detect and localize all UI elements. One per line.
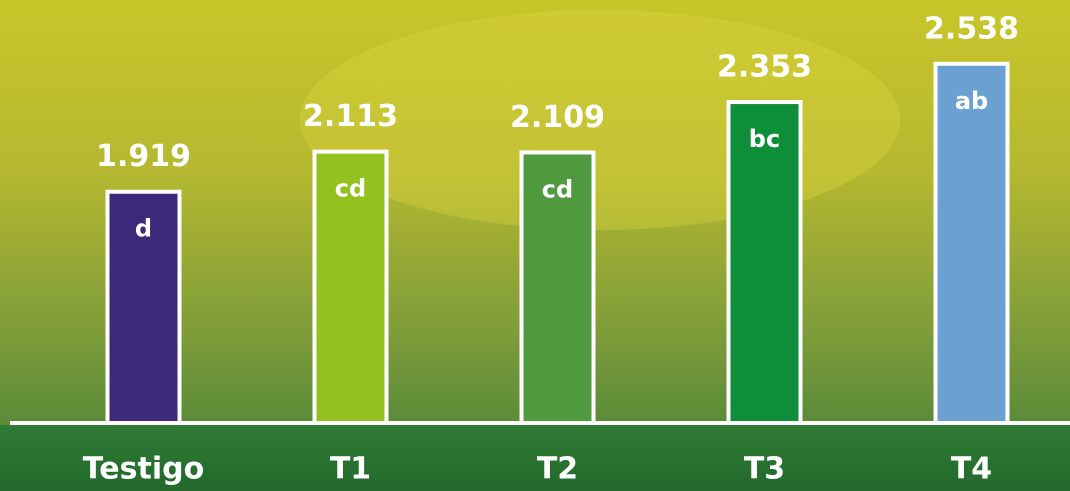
x-tick-label: T4 bbox=[951, 452, 992, 487]
significance-letter: bc bbox=[749, 125, 780, 153]
significance-letter: cd bbox=[542, 175, 573, 203]
x-tick-label: T2 bbox=[537, 452, 578, 487]
significance-letter: cd bbox=[335, 175, 366, 203]
value-label: 2.538 bbox=[924, 11, 1019, 46]
value-label: 2.353 bbox=[717, 50, 812, 85]
significance-letter: d bbox=[135, 215, 152, 243]
x-tick-label: Testigo bbox=[83, 452, 204, 487]
x-tick-label: T1 bbox=[330, 452, 371, 487]
bar bbox=[936, 64, 1008, 423]
value-label: 2.113 bbox=[303, 99, 398, 134]
value-label: 2.109 bbox=[510, 100, 605, 135]
x-tick-label: T3 bbox=[744, 452, 785, 487]
chart: 1.919 d Testigo 2.113 cd T1 2.109 cd T2 2.353 bc T3… bbox=[0, 0, 1070, 491]
value-label: 1.919 bbox=[96, 139, 191, 174]
significance-letter: ab bbox=[955, 87, 988, 115]
